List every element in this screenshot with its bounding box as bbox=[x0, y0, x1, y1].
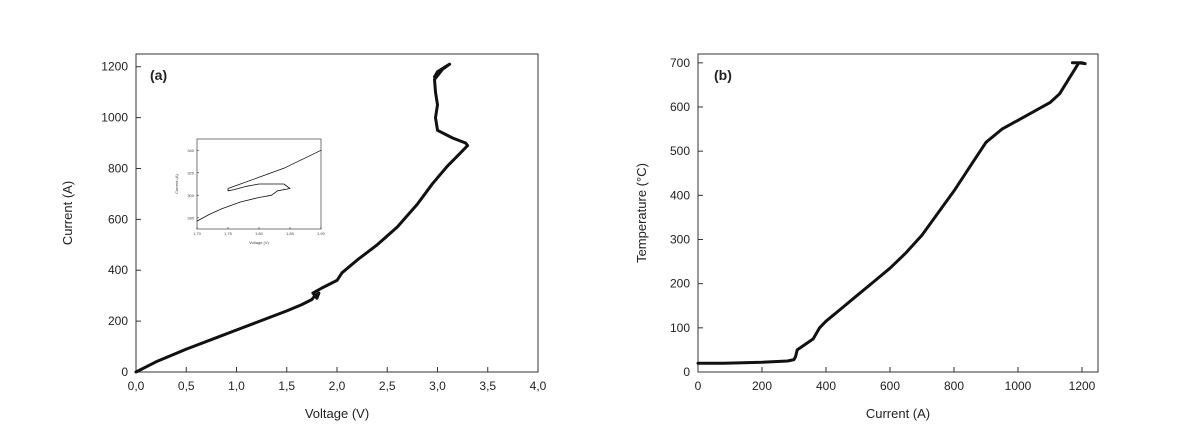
inset-x-ticks: 1,70 1,75 1,80 1,85 1,90 bbox=[193, 227, 326, 236]
plot-frame-a bbox=[135, 53, 539, 373]
x-tick-label: 1,80 bbox=[255, 231, 264, 236]
chart-panel-a: 0,0 0,5 1,0 1,5 2,0 2,5 3,0 3,5 4,0 0 200 400 600 80… bbox=[60, 53, 547, 421]
inset-x-axis-title: Voltage (V) bbox=[249, 240, 269, 245]
y-tick-label: 200 bbox=[670, 277, 690, 291]
x-tick-label: 2,0 bbox=[329, 379, 346, 393]
x-tick-label: 1,75 bbox=[224, 231, 233, 236]
x-tick-label: 600 bbox=[880, 379, 900, 393]
x-tick-label: 3,0 bbox=[429, 379, 446, 393]
y-tick-label: 280 bbox=[187, 215, 194, 220]
y-tick-label: 600 bbox=[108, 212, 128, 226]
x-tick-label: 4,0 bbox=[530, 379, 547, 393]
x-axis-title-a: Voltage (V) bbox=[305, 406, 369, 421]
y-tick-label: 400 bbox=[108, 263, 128, 277]
panel-label-b: (b) bbox=[714, 67, 732, 83]
y-tick-label: 320 bbox=[187, 170, 194, 175]
x-tick-label: 400 bbox=[816, 379, 836, 393]
y-tick-label: 600 bbox=[670, 100, 690, 114]
series-b bbox=[696, 61, 1087, 365]
x-tick-label: 1,70 bbox=[193, 231, 202, 236]
temperature-curve-line-0 bbox=[696, 61, 1087, 365]
iv-curve-line-0 bbox=[134, 62, 470, 374]
inset-y-axis-title: Current (A) bbox=[174, 173, 179, 193]
inset-chart: 1,70 1,75 1,80 1,85 1,90 280 300 320 340 Voltag… bbox=[174, 138, 326, 245]
y-tick-label: 300 bbox=[187, 193, 194, 198]
x-tick-label: 1000 bbox=[1005, 379, 1032, 393]
x-tick-label: 0,0 bbox=[128, 379, 145, 393]
plot-frame-b bbox=[697, 53, 1099, 373]
inset-y-ticks: 280 300 320 340 bbox=[187, 148, 199, 220]
y-tick-label: 400 bbox=[670, 188, 690, 202]
series-a bbox=[134, 62, 470, 374]
x-tick-label: 0 bbox=[695, 379, 702, 393]
x-tick-label: 0,5 bbox=[178, 379, 195, 393]
y-tick-label: 1200 bbox=[101, 60, 128, 74]
y-tick-label: 500 bbox=[670, 144, 690, 158]
y-tick-label: 0 bbox=[121, 365, 128, 379]
x-tick-label: 1,85 bbox=[286, 231, 295, 236]
x-ticks-b: 0 200 400 600 800 1000 1200 bbox=[695, 367, 1096, 393]
x-ticks-a: 0,0 0,5 1,0 1,5 2,0 2,5 3,0 3,5 4,0 bbox=[128, 367, 547, 393]
x-tick-label: 800 bbox=[944, 379, 964, 393]
y-tick-label: 1000 bbox=[101, 111, 128, 125]
chart-panel-b: 0 200 400 600 800 1000 1200 0 100 200 300 400 500 60… bbox=[634, 53, 1099, 421]
x-tick-label: 1,0 bbox=[228, 379, 245, 393]
y-tick-label: 340 bbox=[187, 148, 194, 153]
x-tick-label: 1,5 bbox=[278, 379, 295, 393]
panel-label-a: (a) bbox=[150, 67, 167, 83]
y-axis-title-b: Temperature (°C) bbox=[634, 163, 649, 263]
x-tick-label: 3,5 bbox=[479, 379, 496, 393]
x-tick-label: 200 bbox=[752, 379, 772, 393]
y-axis-title-a: Current (A) bbox=[60, 181, 75, 245]
y-ticks-a: 0 200 400 600 800 1000 1200 bbox=[101, 60, 141, 379]
y-tick-label: 200 bbox=[108, 314, 128, 328]
y-tick-label: 300 bbox=[670, 233, 690, 247]
x-tick-label: 1200 bbox=[1069, 379, 1096, 393]
x-tick-label: 2,5 bbox=[379, 379, 396, 393]
inset-line-0 bbox=[196, 149, 322, 222]
y-tick-label: 100 bbox=[670, 321, 690, 335]
x-tick-label: 1,90 bbox=[317, 231, 326, 236]
y-tick-label: 0 bbox=[683, 365, 690, 379]
y-tick-label: 700 bbox=[670, 56, 690, 70]
y-tick-label: 800 bbox=[108, 161, 128, 175]
y-ticks-b: 0 100 200 300 400 500 600 700 bbox=[670, 56, 703, 379]
inset-series bbox=[196, 149, 322, 222]
x-axis-title-b: Current (A) bbox=[866, 406, 930, 421]
